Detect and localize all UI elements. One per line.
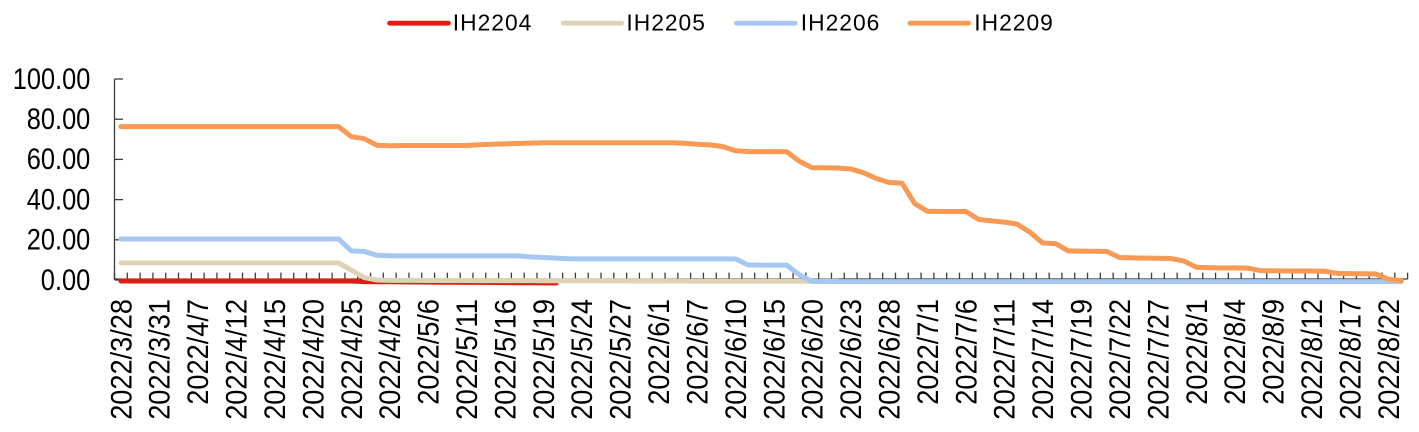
- svg-text:40.00: 40.00: [27, 183, 91, 216]
- svg-text:2022/6/10: 2022/6/10: [720, 299, 753, 420]
- svg-text:2022/5/24: 2022/5/24: [566, 299, 599, 420]
- svg-text:2022/4/20: 2022/4/20: [297, 299, 330, 420]
- svg-text:IH2206: IH2206: [801, 10, 881, 36]
- svg-text:IH2204: IH2204: [453, 10, 533, 36]
- svg-text:2022/4/15: 2022/4/15: [259, 299, 292, 420]
- svg-text:2022/7/1: 2022/7/1: [912, 299, 945, 405]
- svg-text:2022/8/22: 2022/8/22: [1373, 299, 1406, 420]
- svg-text:2022/5/16: 2022/5/16: [489, 299, 522, 420]
- svg-text:2022/5/6: 2022/5/6: [413, 299, 446, 405]
- svg-text:2022/8/1: 2022/8/1: [1181, 299, 1214, 405]
- svg-text:2022/3/31: 2022/3/31: [144, 299, 177, 420]
- svg-text:2022/8/17: 2022/8/17: [1334, 299, 1367, 420]
- svg-text:2022/7/27: 2022/7/27: [1142, 299, 1175, 420]
- svg-text:2022/7/6: 2022/7/6: [950, 299, 983, 405]
- svg-text:2022/6/23: 2022/6/23: [835, 299, 868, 420]
- svg-text:2022/6/28: 2022/6/28: [874, 299, 907, 420]
- svg-text:2022/5/11: 2022/5/11: [451, 299, 484, 420]
- svg-text:2022/5/27: 2022/5/27: [605, 299, 638, 420]
- svg-text:2022/5/19: 2022/5/19: [528, 299, 561, 420]
- svg-text:2022/7/14: 2022/7/14: [1027, 299, 1060, 420]
- svg-text:2022/6/15: 2022/6/15: [758, 299, 791, 420]
- svg-text:2022/6/20: 2022/6/20: [797, 299, 830, 420]
- svg-text:2022/8/9: 2022/8/9: [1258, 299, 1291, 405]
- svg-text:2022/3/28: 2022/3/28: [105, 299, 138, 420]
- svg-text:80.00: 80.00: [27, 103, 91, 136]
- svg-text:2022/4/7: 2022/4/7: [182, 299, 215, 405]
- svg-text:2022/4/25: 2022/4/25: [336, 299, 369, 420]
- svg-text:2022/4/12: 2022/4/12: [221, 299, 254, 420]
- svg-text:IH2205: IH2205: [626, 10, 706, 36]
- svg-text:2022/8/12: 2022/8/12: [1296, 299, 1329, 420]
- svg-text:60.00: 60.00: [27, 143, 91, 176]
- svg-text:2022/7/11: 2022/7/11: [989, 299, 1022, 420]
- svg-text:IH2209: IH2209: [974, 10, 1054, 36]
- svg-text:20.00: 20.00: [27, 224, 91, 257]
- svg-text:100.00: 100.00: [13, 63, 91, 96]
- svg-text:2022/7/22: 2022/7/22: [1104, 299, 1137, 420]
- svg-text:2022/6/7: 2022/6/7: [681, 299, 714, 405]
- svg-text:2022/7/19: 2022/7/19: [1066, 299, 1099, 420]
- svg-text:2022/4/28: 2022/4/28: [374, 299, 407, 420]
- svg-text:2022/8/4: 2022/8/4: [1219, 299, 1252, 405]
- svg-text:2022/6/1: 2022/6/1: [643, 299, 676, 405]
- svg-text:0.00: 0.00: [41, 264, 91, 297]
